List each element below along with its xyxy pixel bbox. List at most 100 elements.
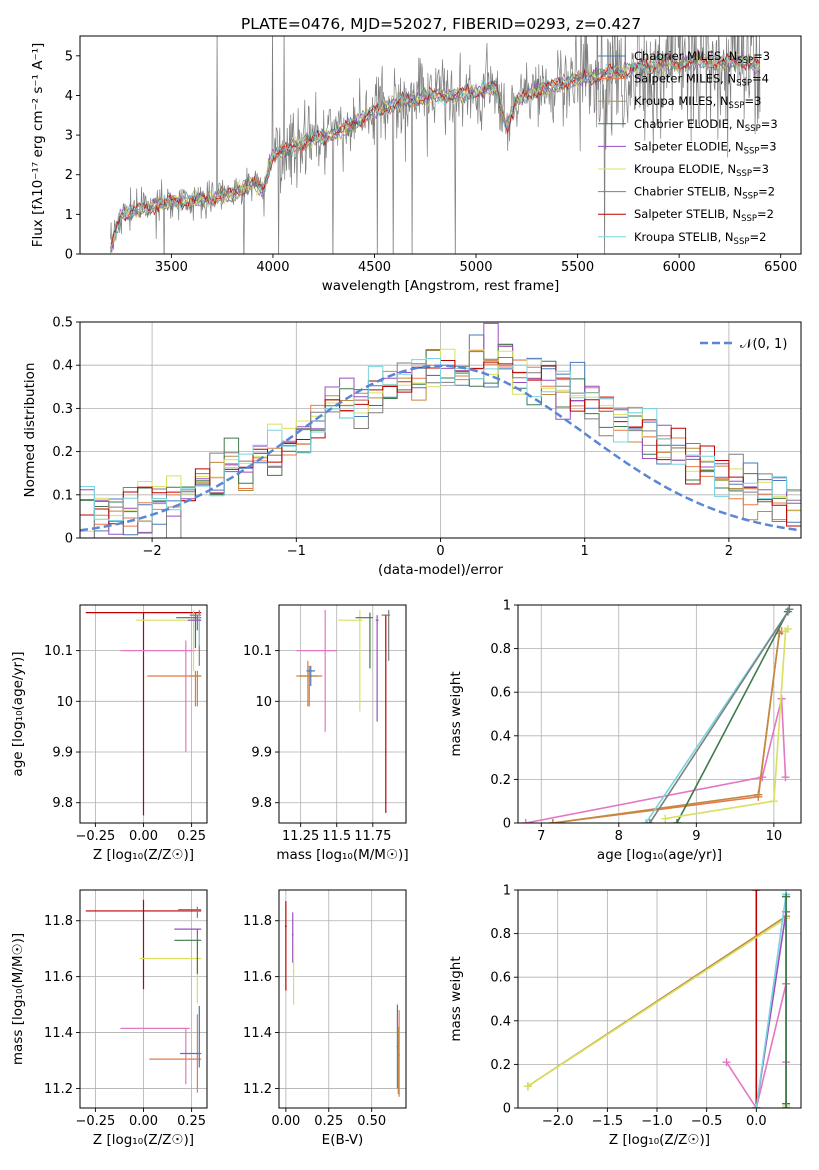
plot-area-mass-vs-Z — [85, 899, 202, 1093]
mass-weight-marker — [783, 624, 792, 633]
plot-area-spectrum — [110, 36, 761, 254]
x-axis-label: Z [log₁₀(Z/Z☉)] — [93, 847, 194, 863]
y-tick-label: 11.4 — [243, 1026, 272, 1041]
mass-weight-marker — [672, 819, 681, 823]
mass-weight-line — [649, 608, 791, 823]
errorbar-point — [375, 615, 379, 722]
y-tick-label: 0 — [65, 532, 73, 547]
axes-frame — [79, 35, 802, 255]
errorbar-point — [187, 615, 202, 631]
mass-weight-line — [755, 894, 787, 1108]
axes-residuals: 𝒩(0, 1) −2 −1 0 1 2 0 0.1 0.2 0.3 0.4 0.5 (data-mode… — [22, 316, 802, 578]
x-tick-label: −2.0 — [542, 1114, 574, 1129]
x-tick-label: 7 — [537, 829, 545, 844]
legend-label: Salpeter STELIB, NSSP=2 — [634, 207, 774, 224]
errorbar-point — [180, 1005, 202, 1068]
x-tick-label: 9 — [692, 829, 700, 844]
errorbar-point — [296, 610, 337, 732]
plot-area-mass-weight-vs-Z — [523, 890, 791, 1108]
errorbar-point — [291, 912, 294, 963]
legend-label: Chabrier STELIB, NSSP=2 — [634, 185, 775, 202]
errorbar-point — [285, 901, 287, 991]
legend-label: Salpeter MILES, NSSP=4 — [634, 72, 769, 89]
y-tick-label: 0.8 — [490, 642, 511, 657]
x-axis-label: age [log₁₀(age/yr)] — [597, 847, 722, 863]
mass-weight-marker — [785, 605, 794, 614]
x-tick-label: 11.75 — [354, 829, 391, 844]
y-axis-label: mass [log₁₀(M/M☉)] — [10, 933, 26, 1065]
x-tick-label: −0.25 — [75, 829, 115, 844]
y-tick-label: 0.8 — [490, 927, 511, 942]
x-tick-label: −1.0 — [641, 1114, 673, 1129]
axes-mass-vs-EBV: 0.00 0.25 0.50 11.2 11.4 11.6 11.8 E(B-V) — [243, 889, 407, 1148]
y-tick-label: 9.8 — [52, 796, 73, 811]
mass-weight-line — [676, 611, 789, 823]
x-tick-label: 5000 — [459, 260, 492, 275]
errorbar-point — [355, 612, 373, 669]
errorbar-point — [189, 670, 202, 707]
errorbar-point — [174, 939, 202, 974]
y-tick-label: 3 — [65, 129, 73, 144]
y-tick-label: 0.2 — [490, 773, 511, 788]
errorbar-point — [178, 906, 202, 918]
model-spectrum-line — [110, 48, 761, 248]
x-tick-label: 0 — [436, 544, 444, 559]
mass-weight-marker — [782, 892, 791, 901]
model-spectrum-line — [110, 53, 761, 245]
mass-weight-marker — [769, 797, 778, 806]
y-tick-label: 10 — [56, 695, 73, 710]
x-tick-label: 4000 — [256, 260, 289, 275]
x-tick-label: −0.25 — [75, 1114, 115, 1129]
mass-weight-marker — [523, 1082, 532, 1091]
plot-area-mass-weight-vs-age — [521, 605, 794, 823]
errorbar-point — [381, 610, 391, 661]
y-tick-label: 11.8 — [44, 914, 73, 929]
y-tick-label: 0 — [65, 248, 73, 263]
y-tick-label: 11.2 — [243, 1082, 272, 1097]
mass-weight-line — [525, 698, 787, 823]
y-tick-label: 10 — [255, 695, 272, 710]
legend-spectrum: Chabrier MILES, NSSP=3 Salpeter MILES, NS… — [598, 49, 778, 247]
normal-curve — [80, 364, 801, 532]
mass-weight-marker — [641, 819, 650, 823]
mass-weight-marker — [645, 819, 654, 823]
y-tick-label: 0 — [503, 1102, 511, 1117]
model-spectrum-line — [110, 52, 761, 253]
residual-histogram — [80, 358, 801, 523]
mass-weight-line — [665, 628, 789, 820]
y-tick-label: 11.6 — [243, 970, 272, 985]
y-tick-label: 1 — [65, 208, 73, 223]
legend-label: Salpeter ELODIE, NSSP=3 — [634, 139, 777, 156]
x-tick-label: 11.25 — [282, 829, 319, 844]
legend-label: Kroupa ELODIE, NSSP=3 — [634, 162, 769, 179]
mass-weight-marker — [758, 773, 767, 782]
x-tick-label: 3500 — [155, 260, 188, 275]
axes-mass-weight-vs-age: 7 8 9 10 0 0.2 0.4 0.6 0.8 1 age [log₁₀(age/yr)] ma… — [448, 599, 802, 863]
y-tick-label: 10.1 — [243, 644, 272, 659]
x-axis-label: E(B-V) — [322, 1132, 364, 1148]
model-spectrum-line — [110, 51, 761, 254]
y-tick-label: 0.2 — [490, 1058, 511, 1073]
axes-age-vs-mass: 11.25 11.5 11.75 9.8 9.9 10 10.1 mass [log₁₀(M/… — [243, 604, 409, 863]
x-tick-label: 4500 — [358, 260, 391, 275]
x-tick-label: 0.0 — [746, 1114, 767, 1129]
mass-weight-marker — [752, 1104, 761, 1108]
y-tick-label: 5 — [65, 49, 73, 64]
x-tick-label: −0.5 — [691, 1114, 723, 1129]
legend-label: Chabrier MILES, NSSP=3 — [634, 49, 770, 66]
x-axis-label: (data-model)/error — [378, 562, 504, 578]
axes-frame — [517, 889, 802, 1109]
x-tick-label: 0.00 — [271, 1114, 300, 1129]
x-tick-label: −2 — [143, 544, 162, 559]
plot-area-age-vs-mass — [296, 610, 391, 813]
x-tick-label: 0.25 — [177, 1114, 206, 1129]
y-tick-label: 10.1 — [44, 644, 73, 659]
y-tick-label: 1 — [503, 599, 511, 614]
y-tick-label: 0 — [503, 817, 511, 832]
x-tick-label: 0.00 — [129, 1114, 158, 1129]
plot-area-residuals — [80, 322, 801, 538]
errorbar-point — [306, 665, 316, 687]
mass-weight-marker — [548, 819, 557, 823]
errorbar-point — [292, 943, 295, 1005]
mass-weight-marker — [782, 1099, 791, 1108]
